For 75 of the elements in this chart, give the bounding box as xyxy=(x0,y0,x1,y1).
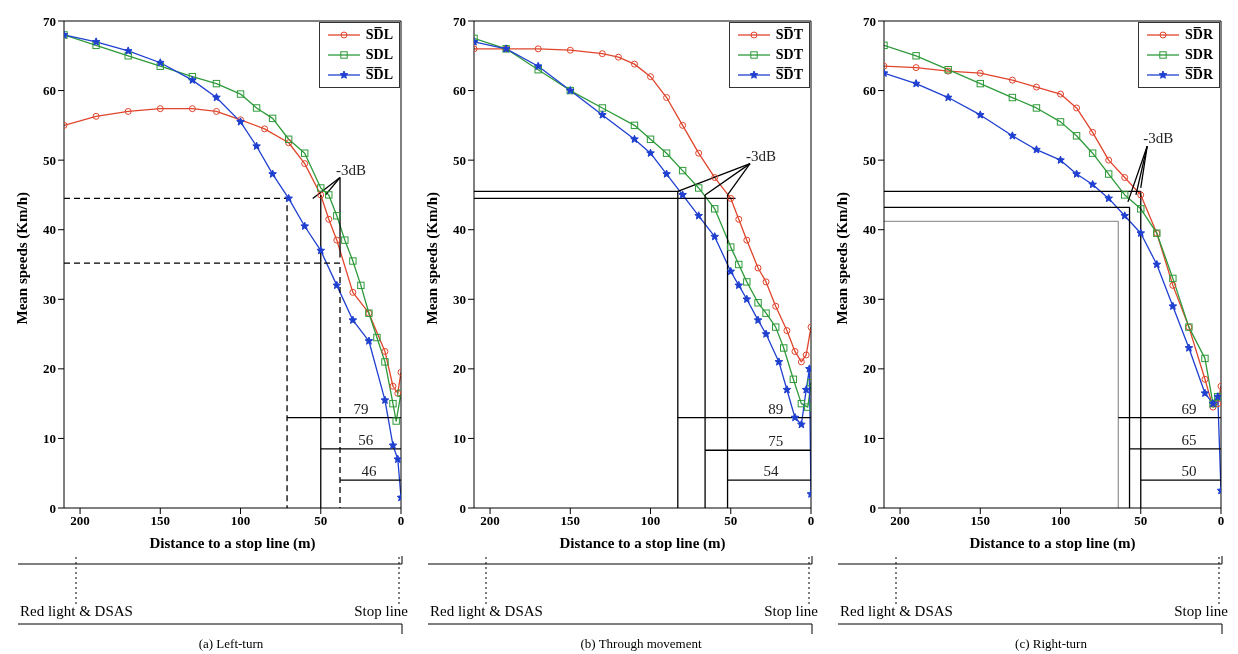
y-tick-label: 20 xyxy=(453,361,466,377)
x-tick-label: 50 xyxy=(724,513,738,529)
legend-label: SDT xyxy=(775,47,803,63)
x-tick-label: 200 xyxy=(480,513,500,529)
text: (a) Left-turn xyxy=(197,636,265,652)
x-tick-label: 150 xyxy=(150,513,171,529)
y-axis-title: Mean speeds (Km/h) xyxy=(424,192,442,325)
x-tick-label: 50 xyxy=(314,513,328,529)
y-axis-title: Mean speeds (Km/h) xyxy=(14,192,32,325)
annotation: 79 xyxy=(353,400,369,417)
y-tick-label: 30 xyxy=(863,291,876,307)
annotation: 89 xyxy=(768,400,784,417)
x-tick-label: 150 xyxy=(970,513,991,529)
legend-label: SD̅L xyxy=(365,27,393,43)
legend-label: S̅D̅L xyxy=(365,67,393,83)
y-tick-label: 60 xyxy=(453,83,466,99)
y-tick-label: 50 xyxy=(863,152,876,168)
annotation: -3dB xyxy=(1143,130,1174,147)
x-tick-label: 0 xyxy=(807,513,815,529)
y-tick-label: 50 xyxy=(453,152,466,168)
y-tick-label: 0 xyxy=(459,500,466,516)
text: (c) Right-turn xyxy=(1014,636,1088,652)
y-tick-label: 20 xyxy=(43,361,56,377)
legend-label: S̅D̅R xyxy=(1184,67,1213,83)
y-tick-label: 60 xyxy=(863,83,876,99)
annotation: 65 xyxy=(1181,431,1197,448)
x-tick-label: 0 xyxy=(397,513,405,529)
x-tick-label: 100 xyxy=(230,513,251,529)
x-tick-label: 150 xyxy=(560,513,581,529)
x-axis-title: Distance to a stop line (m) xyxy=(969,535,1136,552)
legend-label: SDR xyxy=(1184,47,1213,63)
annotation: -3dB xyxy=(746,147,777,164)
y-tick-label: 70 xyxy=(863,13,876,29)
y-tick-label: 40 xyxy=(453,222,466,238)
y-tick-label: 30 xyxy=(43,291,56,307)
y-tick-label: 70 xyxy=(453,13,466,29)
legend-label: S̅D̅T xyxy=(775,67,803,83)
y-tick-label: 40 xyxy=(863,222,876,238)
text: Stop line xyxy=(354,603,409,619)
x-tick-label: 0 xyxy=(1217,513,1225,529)
y-tick-label: 10 xyxy=(863,431,876,447)
text: Red light & DSAS xyxy=(20,603,133,619)
y-tick-label: 20 xyxy=(863,361,876,377)
y-tick-label: 60 xyxy=(43,83,56,99)
x-tick-label: 200 xyxy=(890,513,910,529)
annotation: 54 xyxy=(763,463,779,480)
legend-label: SD̅R xyxy=(1184,27,1213,43)
legend-label: SD̅T xyxy=(775,27,803,43)
annotation: 50 xyxy=(1181,463,1197,480)
annotation: 56 xyxy=(358,431,374,448)
x-axis-title: Distance to a stop line (m) xyxy=(149,535,316,552)
legend-label: SDL xyxy=(365,47,393,63)
annotation: 69 xyxy=(1181,400,1197,417)
y-tick-label: 40 xyxy=(43,222,56,238)
x-tick-label: 200 xyxy=(70,513,90,529)
y-tick-label: 0 xyxy=(49,500,56,516)
text: (b) Through movement xyxy=(579,636,703,652)
text: Red light & DSAS xyxy=(430,603,543,619)
y-tick-label: 50 xyxy=(43,152,56,168)
text: Stop line xyxy=(1174,603,1229,619)
text: Red light & DSAS xyxy=(840,603,953,619)
y-tick-label: 0 xyxy=(869,500,876,516)
y-tick-label: 30 xyxy=(453,291,466,307)
y-tick-label: 10 xyxy=(43,431,56,447)
text: Stop line xyxy=(764,603,819,619)
x-tick-label: 100 xyxy=(640,513,661,529)
y-tick-label: 10 xyxy=(453,431,466,447)
y-axis-title: Mean speeds (Km/h) xyxy=(834,192,852,325)
x-tick-label: 100 xyxy=(1050,513,1071,529)
y-tick-label: 70 xyxy=(43,13,56,29)
annotation: 46 xyxy=(361,463,377,480)
x-tick-label: 50 xyxy=(1134,513,1148,529)
annotation: 75 xyxy=(768,433,784,450)
x-axis-title: Distance to a stop line (m) xyxy=(559,535,726,552)
annotation: -3dB xyxy=(336,161,367,178)
